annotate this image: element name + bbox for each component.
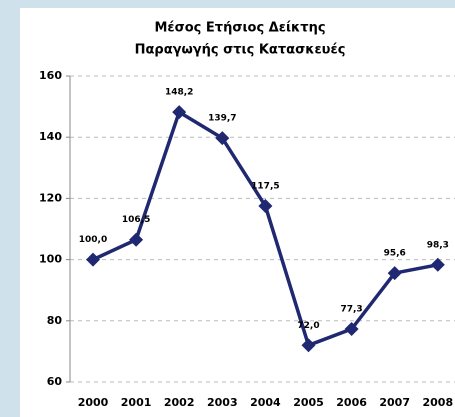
x-tick-label: 2006 [336,396,367,409]
marker [258,199,273,214]
marker [86,252,100,267]
marker [301,338,316,353]
chart-title: Μέσος Ετήσιος Δείκτης [154,21,325,36]
y-tick-label: 120 [39,191,62,204]
chart-title: Παραγωγής στις Κατασκευές [135,43,346,58]
y-tick-label: 80 [47,314,63,327]
data-label: 72,0 [297,321,319,331]
data-label: 98,3 [427,240,449,250]
data-label: 100,0 [79,235,107,245]
data-label: 148,2 [165,88,193,98]
marker [129,232,144,247]
x-tick-label: 2007 [379,396,410,409]
marker [344,322,359,337]
data-label: 77,3 [340,305,362,315]
marker [172,105,187,120]
x-tick-label: 2008 [422,396,453,409]
x-tick-label: 2001 [121,396,152,409]
marker [215,131,230,146]
y-tick-label: 140 [39,130,62,143]
data-label: 95,6 [384,249,406,259]
x-tick-label: 2003 [207,396,238,409]
data-label: 139,7 [208,114,236,124]
x-tick-label: 2004 [250,396,281,409]
y-tick-label: 100 [39,253,62,266]
marker [387,266,402,281]
y-tick-label: 60 [47,375,63,388]
data-label: 117,5 [251,182,279,192]
x-tick-label: 2000 [78,396,109,409]
data-label: 106,5 [122,215,150,225]
x-tick-label: 2002 [164,396,195,409]
panel [20,8,455,417]
marker [430,257,445,272]
x-tick-label: 2005 [293,396,324,409]
y-tick-label: 160 [39,69,62,82]
